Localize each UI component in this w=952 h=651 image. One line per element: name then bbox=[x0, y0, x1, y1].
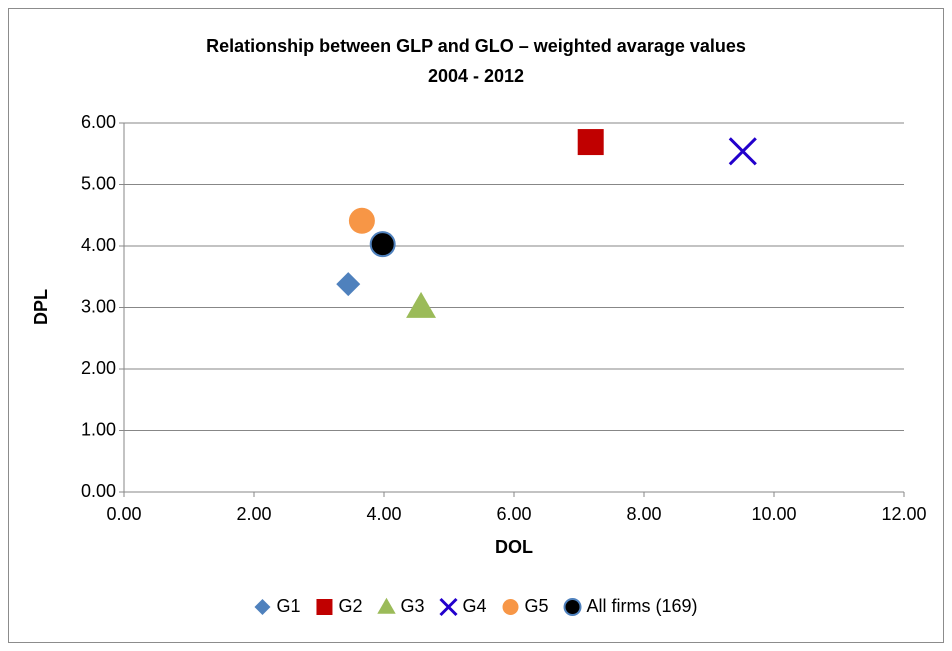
point bbox=[336, 272, 361, 297]
point bbox=[577, 129, 604, 156]
legend-item: G2 bbox=[316, 596, 362, 616]
chart-subtitle: 2004 - 2012 bbox=[428, 66, 524, 86]
legend-label: All firms (169) bbox=[587, 596, 698, 616]
x-axis-label: DOL bbox=[495, 537, 533, 557]
x-tick-label: 2.00 bbox=[236, 504, 271, 524]
legend-item: G3 bbox=[377, 596, 425, 616]
point bbox=[369, 231, 396, 258]
legend-marker bbox=[316, 599, 333, 615]
y-axis-label: DPL bbox=[31, 289, 51, 325]
legend-marker bbox=[563, 598, 582, 616]
x-tick-label: 0.00 bbox=[106, 504, 141, 524]
x-tick-label: 4.00 bbox=[366, 504, 401, 524]
legend-item: All firms (169) bbox=[563, 596, 698, 616]
point bbox=[406, 291, 436, 318]
y-tick-label: 3.00 bbox=[81, 296, 116, 316]
legend-label: G3 bbox=[400, 596, 424, 616]
x-tick-label: 8.00 bbox=[626, 504, 661, 524]
legend-label: G4 bbox=[463, 596, 487, 616]
y-tick-label: 5.00 bbox=[81, 173, 116, 193]
chart-frame bbox=[8, 8, 944, 643]
x-tick-label: 6.00 bbox=[496, 504, 531, 524]
legend-item: G1 bbox=[254, 596, 300, 616]
chart-title: Relationship between GLP and GLO – weigh… bbox=[206, 36, 746, 56]
legend-label: G5 bbox=[525, 596, 549, 616]
legend-label: G2 bbox=[338, 596, 362, 616]
y-tick-label: 2.00 bbox=[81, 358, 116, 378]
x-tick-label: 12.00 bbox=[881, 504, 926, 524]
point bbox=[348, 207, 375, 234]
y-tick-label: 1.00 bbox=[81, 419, 116, 439]
legend-item: G5 bbox=[502, 596, 549, 616]
point bbox=[728, 137, 757, 166]
legend-marker bbox=[502, 599, 519, 615]
y-tick-label: 6.00 bbox=[81, 112, 116, 132]
legend-item: G4 bbox=[439, 596, 487, 617]
x-tick-label: 10.00 bbox=[751, 504, 796, 524]
legend-marker bbox=[254, 599, 271, 615]
legend-marker bbox=[439, 597, 458, 617]
legend-label: G1 bbox=[276, 596, 300, 616]
y-tick-label: 4.00 bbox=[81, 235, 116, 255]
y-tick-label: 0.00 bbox=[81, 481, 116, 501]
legend-marker bbox=[377, 597, 396, 614]
